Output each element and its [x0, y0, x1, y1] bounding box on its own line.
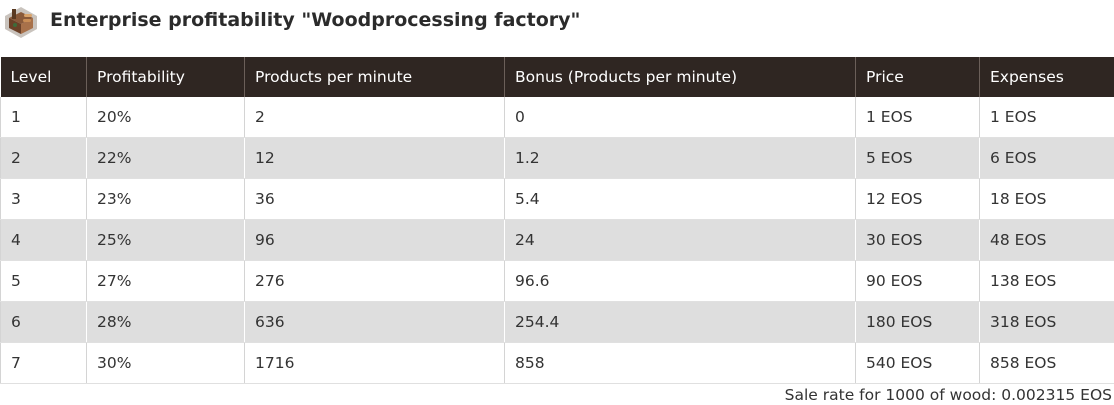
- table-cell: 25%: [86, 219, 245, 261]
- table-cell: 318 EOS: [979, 301, 1114, 343]
- table-row: 6 28% 636 254.4 180 EOS 318 EOS: [0, 301, 1114, 343]
- table-cell: 90 EOS: [855, 260, 980, 302]
- table-cell: 254.4: [504, 301, 856, 343]
- table-cell: 5 EOS: [855, 137, 980, 179]
- table-cell: 20%: [86, 97, 245, 138]
- table-cell: 12 EOS: [855, 178, 980, 220]
- table-cell: 1 EOS: [979, 97, 1114, 138]
- table-row: 2 22% 12 1.2 5 EOS 6 EOS: [0, 137, 1114, 179]
- table-row: 3 23% 36 5.4 12 EOS 18 EOS: [0, 178, 1114, 220]
- table-cell: 2: [244, 97, 505, 138]
- table-row: 1 20% 2 0 1 EOS 1 EOS: [0, 97, 1114, 138]
- table-cell: 858 EOS: [979, 342, 1114, 384]
- table-cell: 28%: [86, 301, 245, 343]
- table-cell: 3: [0, 178, 87, 220]
- column-header: Price: [855, 57, 980, 97]
- table-cell: 180 EOS: [855, 301, 980, 343]
- table-cell: 24: [504, 219, 856, 261]
- page-title: Enterprise profitability "Woodprocessing…: [50, 9, 581, 31]
- table-header-row: Level Profitability Products per minute Bon…: [0, 57, 1114, 97]
- table-cell: 540 EOS: [855, 342, 980, 384]
- table-cell: 1716: [244, 342, 505, 384]
- table-cell: 276: [244, 260, 505, 302]
- table-cell: 96: [244, 219, 505, 261]
- table-cell: 22%: [86, 137, 245, 179]
- table-body: 1 20% 2 0 1 EOS 1 EOS 2 22% 12 1.2 5 EOS 6 EOS 3 23% 3…: [0, 97, 1114, 384]
- table-row: 5 27% 276 96.6 90 EOS 138 EOS: [0, 260, 1114, 302]
- column-header: Level: [0, 57, 87, 97]
- table-cell: 0: [504, 97, 856, 138]
- table-cell: 96.6: [504, 260, 856, 302]
- table-cell: 27%: [86, 260, 245, 302]
- woodprocessing-factory-icon: [5, 7, 37, 38]
- table-cell: 4: [0, 219, 87, 261]
- table-cell: 30 EOS: [855, 219, 980, 261]
- table-cell: 1.2: [504, 137, 856, 179]
- table-cell: 858: [504, 342, 856, 384]
- profitability-table-container: Level Profitability Products per minute Bon…: [0, 57, 1114, 384]
- table-cell: 12: [244, 137, 505, 179]
- table-cell: 36: [244, 178, 505, 220]
- table-cell: 138 EOS: [979, 260, 1114, 302]
- page-header: Enterprise profitability "Woodprocessing…: [0, 0, 1114, 44]
- table-cell: 7: [0, 342, 87, 384]
- column-header: Bonus (Products per minute): [504, 57, 856, 97]
- table-cell: 48 EOS: [979, 219, 1114, 261]
- sale-rate-text: Sale rate for 1000 of wood: 0.002315 EOS: [784, 386, 1112, 404]
- table-cell: 636: [244, 301, 505, 343]
- column-header: Profitability: [86, 57, 245, 97]
- table-row: 7 30% 1716 858 540 EOS 858 EOS: [0, 342, 1114, 384]
- table-cell: 23%: [86, 178, 245, 220]
- table-cell: 30%: [86, 342, 245, 384]
- table-cell: 2: [0, 137, 87, 179]
- table-cell: 5: [0, 260, 87, 302]
- table-cell: 5.4: [504, 178, 856, 220]
- table-cell: 1: [0, 97, 87, 138]
- table-cell: 18 EOS: [979, 178, 1114, 220]
- table-cell: 6: [0, 301, 87, 343]
- profitability-table: Level Profitability Products per minute Bon…: [0, 57, 1114, 384]
- column-header: Expenses: [979, 57, 1114, 97]
- column-header: Products per minute: [244, 57, 505, 97]
- table-cell: 6 EOS: [979, 137, 1114, 179]
- table-row: 4 25% 96 24 30 EOS 48 EOS: [0, 219, 1114, 261]
- table-cell: 1 EOS: [855, 97, 980, 138]
